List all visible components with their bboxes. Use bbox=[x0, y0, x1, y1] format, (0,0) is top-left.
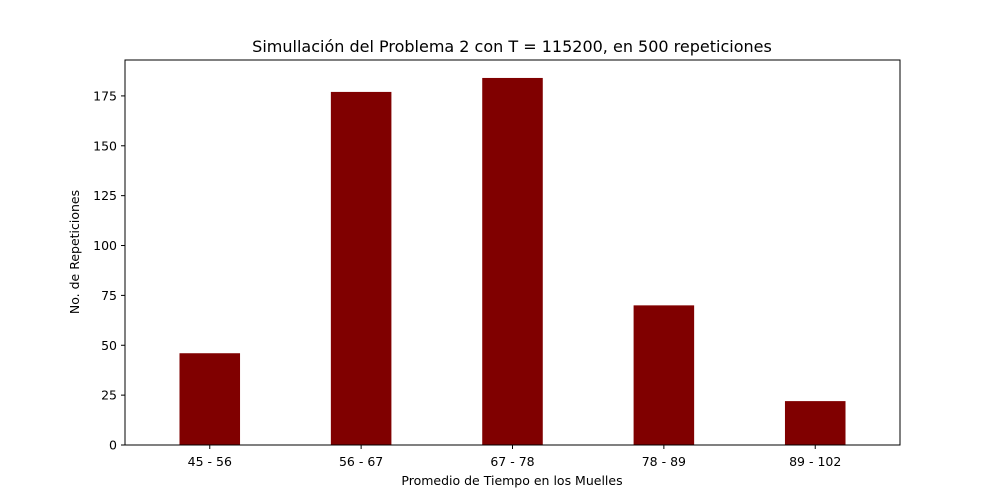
y-tick-label: 0 bbox=[109, 438, 117, 453]
plot-area-frame bbox=[124, 59, 901, 446]
y-tick-label: 125 bbox=[93, 188, 117, 203]
y-tick-label: 150 bbox=[93, 138, 117, 153]
x-tick-label: 67 - 78 bbox=[490, 454, 534, 469]
x-tick-label: 78 - 89 bbox=[642, 454, 686, 469]
bars-group bbox=[179, 77, 846, 445]
bar-3 bbox=[633, 305, 695, 445]
y-tick-label: 75 bbox=[101, 288, 117, 303]
y-axis-ticks: 0 25 50 75 100 125 150 175 bbox=[93, 88, 125, 453]
bar-2 bbox=[482, 77, 543, 445]
x-tick-label: 56 - 67 bbox=[339, 454, 383, 469]
y-tick-label: 25 bbox=[101, 388, 117, 403]
chart-title: Simullación del Problema 2 con T = 11520… bbox=[252, 37, 772, 56]
y-tick-label: 100 bbox=[93, 238, 117, 253]
y-axis-label: No. de Repeticiones bbox=[67, 190, 82, 314]
x-axis-ticks: 45 - 56 56 - 67 67 - 78 78 - 89 89 - 102 bbox=[188, 445, 841, 469]
bar-0 bbox=[179, 353, 241, 445]
bar-1 bbox=[330, 91, 392, 445]
x-axis-label: Promedio de Tiempo en los Muelles bbox=[401, 473, 622, 488]
y-tick-label: 175 bbox=[93, 88, 117, 103]
x-tick-label: 45 - 56 bbox=[188, 454, 232, 469]
x-tick-label: 89 - 102 bbox=[789, 454, 841, 469]
bar-4 bbox=[784, 401, 846, 445]
y-tick-label: 50 bbox=[101, 338, 117, 353]
